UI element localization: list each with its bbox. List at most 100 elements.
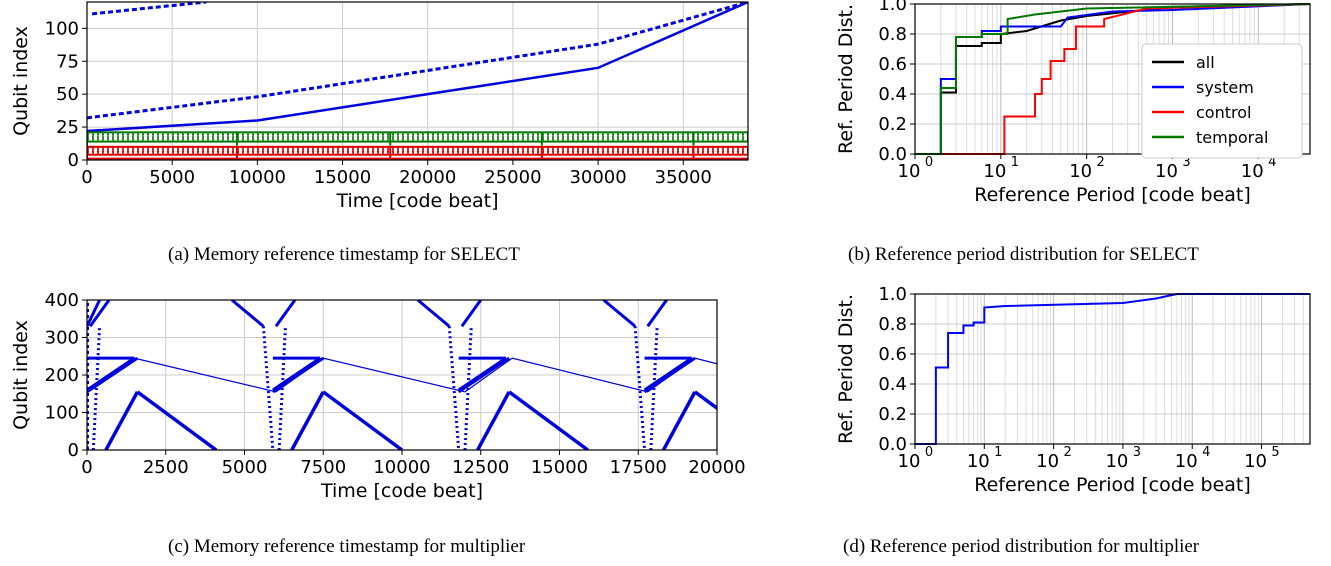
band-series-4 <box>87 145 748 156</box>
series-control <box>915 3 1311 155</box>
valley-left <box>261 326 275 450</box>
series-0 <box>87 2 748 133</box>
x-axis-label: Reference Period [code beat] <box>974 474 1251 496</box>
x-tick-exponent: 2 <box>1097 155 1105 170</box>
panel-d: 10 0 10 1 10 2 10 3 10 4 10 5 0.0 0.2 0.4 0.6 0.8 1.0 Refe… <box>810 280 1331 521</box>
legend-label-all: all <box>1196 53 1215 72</box>
x-axis-label: Reference Period [code beat] <box>974 184 1251 206</box>
ramp-mid <box>643 356 696 394</box>
y-tick-label: 75 <box>56 51 79 72</box>
x-tick-label: 5000 <box>149 167 195 188</box>
top-diag <box>602 300 637 328</box>
y-tick-label: 0.8 <box>878 24 907 45</box>
x-tick-exponent: 0 <box>925 445 933 460</box>
y-tick-label: 0.4 <box>878 374 907 395</box>
legend-label-system: system <box>1196 78 1254 97</box>
valley-right <box>277 326 287 450</box>
valley-top <box>646 300 668 328</box>
y-tick-label: 300 <box>45 328 79 349</box>
x-tick-label: 10 <box>1105 451 1128 472</box>
x-tick-exponent: 0 <box>925 155 933 170</box>
x-tick-exponent: 1 <box>994 445 1002 460</box>
x-tick-label: 12500 <box>452 457 509 478</box>
ramp-mid <box>457 356 510 394</box>
x-tick-label: 15000 <box>531 457 588 478</box>
x-tick-label: 10 <box>983 161 1006 182</box>
triangle-up <box>290 391 325 450</box>
x-tick-label: 10 <box>1155 161 1178 182</box>
triangle-down <box>136 390 218 450</box>
y-tick-label: 25 <box>56 117 79 138</box>
plot-frame <box>914 3 1311 155</box>
series-1 <box>87 2 748 120</box>
ramp-mid <box>87 356 139 394</box>
top-diag <box>230 300 265 328</box>
x-tick-label: 10 <box>1241 161 1264 182</box>
y-tick-label: 0.0 <box>878 144 907 165</box>
plot-frame <box>914 293 1311 445</box>
triangle-down <box>322 390 404 450</box>
x-axis-label: Time [code beat] <box>320 480 483 502</box>
valley-right <box>649 326 659 450</box>
left-diag <box>87 300 101 327</box>
x-tick-label: 10 <box>898 161 921 182</box>
x-tick-label: 10 <box>1175 451 1198 472</box>
legend-label-temporal: temporal <box>1196 128 1268 147</box>
valley-left <box>633 326 647 450</box>
x-tick-exponent: 3 <box>1182 155 1190 170</box>
x-tick-exponent: 3 <box>1133 445 1141 460</box>
x-tick-label: 0 <box>81 457 92 478</box>
y-axis-label: Ref. Period Dist. <box>835 4 857 154</box>
x-tick-label: 10 <box>1069 161 1092 182</box>
y-tick-label: 50 <box>56 84 79 105</box>
plot-area-c <box>87 300 717 450</box>
x-tick-exponent: 1 <box>1011 155 1019 170</box>
x-tick-label: 10 <box>967 451 990 472</box>
y-tick-label: 100 <box>45 403 79 424</box>
x-tick-label: 7500 <box>300 457 346 478</box>
ramp-mid <box>272 356 325 394</box>
valley-top <box>460 300 482 328</box>
y-tick-label: 0.0 <box>878 434 907 455</box>
chart-a: 0 5000 10000 15000 20000 25000 30000 35000 0 25 50… <box>10 1 749 212</box>
triangle-down <box>508 390 589 450</box>
series-2 <box>91 2 207 16</box>
x-tick-label: 15000 <box>314 167 371 188</box>
y-axis-label: Qubit index <box>10 26 32 136</box>
caption-a: (a) Memory reference timestamp for SELEC… <box>168 244 520 265</box>
x-tick-exponent: 2 <box>1063 445 1071 460</box>
valley-top <box>274 300 297 328</box>
triangle-up <box>661 391 697 450</box>
plot-area-a <box>87 2 748 160</box>
y-tick-label: 1.0 <box>878 284 907 305</box>
caption-c: (c) Memory reference timestamp for multi… <box>168 536 526 557</box>
chart-d: 10 0 10 1 10 2 10 3 10 4 10 5 0.0 0.2 0.4 0.6 0.8 1.0 Refe… <box>835 284 1311 496</box>
x-tick-label: 25000 <box>484 167 541 188</box>
valley-right <box>463 326 473 450</box>
x-tick-label: 10000 <box>229 167 286 188</box>
series-0 <box>915 293 1310 445</box>
ramp-up <box>457 356 507 392</box>
x-tick-label: 5000 <box>222 457 268 478</box>
y-tick-label: 0.2 <box>878 114 907 135</box>
x-axis-label: Time [code beat] <box>335 190 498 212</box>
triangle-up <box>476 391 511 450</box>
series-temporal <box>915 3 1311 155</box>
chart-c: 0 2500 5000 7500 10000 12500 15000 17500 20000 0 1… <box>10 290 746 502</box>
y-tick-label: 0 <box>68 440 79 461</box>
caption-d: (d) Reference period distribution for mu… <box>843 536 1200 557</box>
series-system <box>915 3 1311 155</box>
x-tick-label: 30000 <box>569 167 626 188</box>
panel-c: 0 2500 5000 7500 10000 12500 15000 17500 20000 0 1… <box>0 288 760 521</box>
valley-right <box>91 326 102 450</box>
x-tick-label: 17500 <box>610 457 667 478</box>
ramp-up <box>87 356 136 392</box>
x-tick-label: 35000 <box>655 167 712 188</box>
x-tick-exponent: 4 <box>1202 445 1210 460</box>
x-tick-label: 10 <box>898 451 921 472</box>
ramp-up <box>272 356 321 392</box>
legend-label-control: control <box>1196 103 1251 122</box>
panel-b: 10 0 10 1 10 2 10 3 10 4 0.0 0.2 0.4 0.6 0.8 1.0 Referen… <box>810 0 1331 225</box>
top-diag <box>416 300 451 328</box>
y-tick-label: 0.6 <box>878 344 907 365</box>
